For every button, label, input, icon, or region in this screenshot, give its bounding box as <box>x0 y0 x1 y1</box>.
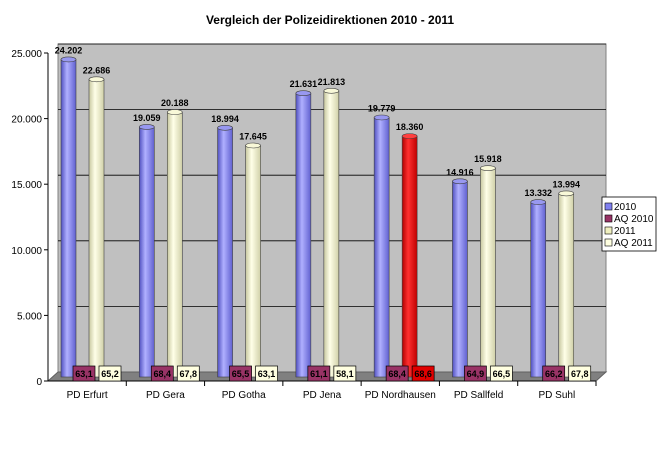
data-label: 24.202 <box>55 45 83 55</box>
bar-top <box>138 124 155 130</box>
bar-2011 <box>558 193 575 378</box>
bar-2010 <box>295 92 312 378</box>
aq-label-box <box>385 365 409 382</box>
aq-data-label: 63,1 <box>75 369 93 379</box>
aq-data-label: 64,9 <box>467 369 485 379</box>
bar-top <box>373 114 390 121</box>
aq-label-box <box>307 365 331 382</box>
aq-label-box <box>150 365 174 382</box>
aq-label-box <box>98 365 122 382</box>
data-label: 14.916 <box>446 167 474 177</box>
x-tick-label: PD Suhl <box>539 390 576 401</box>
bar-2011 <box>166 111 183 378</box>
aq-label-box <box>176 365 200 382</box>
legend-swatch <box>604 202 613 211</box>
data-label: 21.631 <box>290 79 318 89</box>
aq-data-label: 67,8 <box>571 369 589 379</box>
bar-top <box>401 133 418 139</box>
aq-data-label: 63,1 <box>258 369 276 379</box>
legend-swatch <box>604 226 613 235</box>
aq-data-label: 66,2 <box>545 369 563 379</box>
bar-2010 <box>530 201 547 378</box>
aq-label-box <box>490 365 513 382</box>
bar-top <box>217 124 233 131</box>
aq-data-label: 66,5 <box>493 369 511 379</box>
legend-swatch <box>604 238 613 247</box>
bar-2010 <box>138 126 155 378</box>
y-tick-label: 0 <box>36 377 42 388</box>
data-label: 20.188 <box>161 98 189 108</box>
data-label: 18.994 <box>211 114 239 124</box>
bar-top <box>480 165 496 171</box>
data-label: 15.918 <box>474 154 502 164</box>
bar-2010 <box>217 127 233 378</box>
bar-2010 <box>373 117 390 378</box>
aq-data-label: 65,5 <box>232 369 250 379</box>
data-label: 19.779 <box>368 103 396 113</box>
bar-top <box>530 199 547 205</box>
legend-label: AQ 2011 <box>614 238 653 249</box>
aq-data-label: 65,2 <box>101 369 119 379</box>
bar-top <box>323 88 340 94</box>
bar-top <box>166 109 183 115</box>
data-label: 13.332 <box>524 188 552 198</box>
x-tick-label: PD Erfurt <box>67 390 108 401</box>
aq-data-label: 68,4 <box>154 369 172 379</box>
x-tick-label: PD Gotha <box>222 390 266 401</box>
aq-label-box <box>568 365 592 382</box>
aq-data-label: 68,6 <box>414 369 432 379</box>
bar-top <box>558 190 575 197</box>
aq-label-box <box>72 365 96 382</box>
y-tick-label: 10.000 <box>11 246 42 257</box>
bar-2011 <box>88 79 105 378</box>
chart-title: Vergleich der Polizeidirektionen 2010 - … <box>206 13 454 27</box>
aq-label-box <box>411 365 435 382</box>
bar-2011 <box>323 90 340 378</box>
y-tick-label: 25.000 <box>11 49 42 60</box>
aq-label-box <box>255 365 278 382</box>
bar-2010 <box>452 181 468 378</box>
y-tick-label: 15.000 <box>11 180 42 191</box>
data-label: 13.994 <box>552 179 580 189</box>
aq-data-label: 61,1 <box>310 369 328 379</box>
aq-label-box <box>333 365 357 382</box>
data-label: 22.686 <box>83 65 111 75</box>
aq-label-box <box>464 365 487 382</box>
data-label: 17.645 <box>239 131 267 141</box>
legend-label: 2010 <box>614 202 637 213</box>
y-tick-label: 20.000 <box>11 115 42 126</box>
bar-2011 <box>245 145 261 378</box>
x-tick-label: PD Gera <box>146 390 185 401</box>
x-tick-label: PD Sallfeld <box>454 390 503 401</box>
bar-top <box>452 178 468 185</box>
bar-2010 <box>60 59 77 378</box>
bar-top <box>245 142 261 149</box>
aq-label-box <box>229 365 252 382</box>
x-tick-label: PD Jena <box>303 390 342 401</box>
aq-data-label: 68,4 <box>388 369 406 379</box>
legend-swatch <box>604 214 613 223</box>
data-label: 18.360 <box>396 122 424 132</box>
bar-top <box>295 90 312 97</box>
data-label: 19.059 <box>133 113 161 123</box>
bar-top <box>88 76 105 83</box>
aq-data-label: 67,8 <box>180 369 198 379</box>
y-tick-label: 5.000 <box>17 311 42 322</box>
bar-2011 <box>401 135 418 378</box>
bar-2011 <box>480 167 496 378</box>
x-tick-label: PD Nordhausen <box>365 390 436 401</box>
legend-label: 2011 <box>614 226 636 237</box>
data-label: 21.813 <box>318 77 346 87</box>
aq-data-label: 58,1 <box>336 369 354 379</box>
legend-label: AQ 2010 <box>614 214 654 225</box>
bar-top <box>60 56 77 63</box>
aq-label-box <box>542 365 566 382</box>
